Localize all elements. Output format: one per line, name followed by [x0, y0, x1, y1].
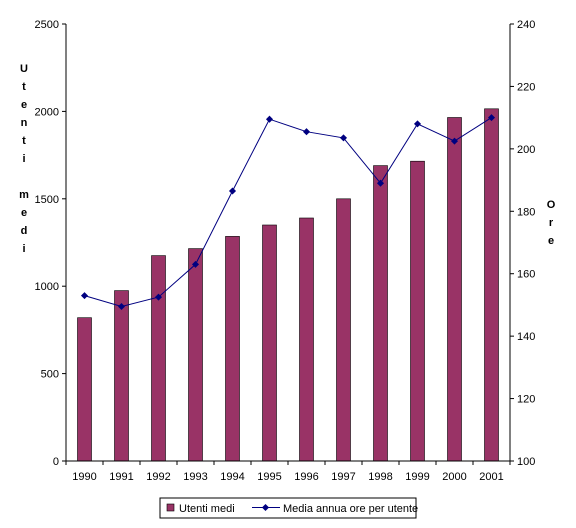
line-point-1999 [413, 120, 422, 128]
line-point-2000 [450, 137, 459, 145]
line-point-2001 [487, 114, 496, 122]
line-point-1998 [376, 179, 385, 187]
left-tick-label: 2500 [35, 19, 59, 31]
right-tick-label: 160 [517, 269, 535, 281]
bar-2000 [447, 117, 462, 462]
right-tick-label: 180 [517, 206, 535, 218]
legend-line-label: Media annua ore per utente [283, 503, 418, 515]
bar-2001 [484, 108, 499, 462]
line-point-1994 [228, 187, 237, 195]
bar-1993 [188, 248, 203, 462]
x-tick-label: 1994 [220, 471, 244, 483]
right-tick-label: 120 [517, 394, 535, 406]
bar-1996 [299, 217, 314, 462]
x-tick-label: 1997 [331, 471, 355, 483]
bar-1998 [373, 165, 388, 462]
line-series [80, 114, 496, 311]
legend-box [159, 497, 417, 519]
x-tick-label: 1996 [294, 471, 318, 483]
line-point-1996 [302, 128, 311, 136]
left-tick-label: 500 [41, 369, 59, 381]
x-tick-label: 2001 [479, 471, 503, 483]
bar-1997 [336, 198, 351, 462]
left-tick-label: 2000 [35, 106, 59, 118]
legend-marker-icon [261, 503, 270, 512]
line-path [84, 117, 492, 308]
right-tick-label: 240 [517, 19, 535, 31]
legend: Utenti medi Media annua ore per utente [159, 497, 418, 519]
line-point-1995 [265, 115, 274, 123]
line-point-1997 [339, 134, 348, 142]
axes [65, 24, 511, 462]
x-tick-label: 1999 [405, 471, 429, 483]
line-point-1992 [154, 293, 163, 301]
right-tick-label: 100 [517, 456, 535, 468]
left-tick-label: 0 [53, 456, 59, 468]
right-axis-title: Ore [545, 199, 557, 253]
x-tick-label: 2000 [442, 471, 466, 483]
right-tick-label: 220 [517, 81, 535, 93]
bar-series [77, 108, 499, 462]
x-tick-label: 1990 [72, 471, 96, 483]
line-point-1993 [191, 260, 200, 268]
ticks: 0 500 1000 1500 2000 2500 100 120 140 160 180 200 22… [35, 19, 536, 483]
right-tick-label: 140 [517, 331, 535, 343]
legend-bar-label: Utenti medi [179, 503, 235, 515]
bar-1995 [262, 224, 277, 462]
left-tick-label: 1000 [35, 281, 59, 293]
left-tick-label: 1500 [35, 194, 59, 206]
left-axis-title: Utenti medi [18, 63, 30, 261]
bar-1992 [151, 255, 166, 462]
line-point-1990 [80, 292, 89, 300]
legend-bar-swatch [166, 503, 175, 512]
x-tick-label: 1992 [146, 471, 170, 483]
x-tick-label: 1993 [183, 471, 207, 483]
x-tick-label: 1991 [109, 471, 133, 483]
x-tick-label: 1998 [368, 471, 392, 483]
bar-1999 [410, 160, 425, 462]
bar-1994 [225, 236, 240, 462]
line-point-1991 [117, 302, 126, 311]
bar-1991 [114, 290, 129, 462]
bar-1990 [77, 317, 92, 462]
x-tick-label: 1995 [257, 471, 281, 483]
right-tick-label: 200 [517, 144, 535, 156]
